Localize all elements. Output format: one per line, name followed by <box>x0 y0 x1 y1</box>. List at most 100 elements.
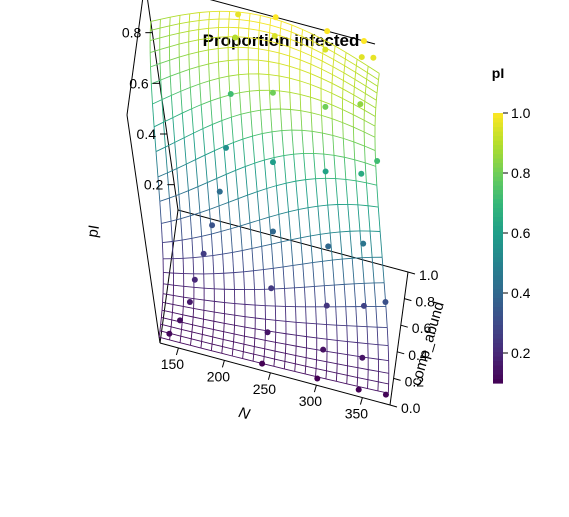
mesh-line <box>296 321 307 324</box>
mesh-line <box>218 205 222 232</box>
mesh-line <box>347 354 358 357</box>
mesh-line <box>295 179 306 182</box>
mesh-line <box>356 326 359 343</box>
mesh-line <box>210 100 213 125</box>
y-tick <box>393 377 401 381</box>
mesh-line <box>357 367 369 371</box>
mesh-line <box>371 257 375 284</box>
mesh-line <box>190 338 192 346</box>
mesh-line <box>296 345 307 349</box>
colorbar-block <box>493 117 503 123</box>
mesh-line <box>233 333 235 342</box>
mesh-line <box>163 271 174 274</box>
mesh-line <box>343 80 355 88</box>
mesh-line <box>355 180 367 184</box>
mesh-line <box>202 326 214 330</box>
mesh-line <box>228 198 239 203</box>
colorbar-block <box>493 374 503 380</box>
mesh-line <box>149 37 160 42</box>
mesh-line <box>189 12 200 15</box>
mesh-line <box>242 139 246 167</box>
mesh-line <box>275 185 280 215</box>
mesh-line <box>208 11 211 20</box>
colorbar-tick-label: 1.0 <box>511 105 531 121</box>
mesh-line <box>342 109 354 116</box>
mesh-line <box>170 72 180 77</box>
mesh-line <box>310 233 321 237</box>
mesh-line <box>321 132 325 155</box>
mesh-line <box>238 74 241 93</box>
mesh-line <box>306 357 317 361</box>
mesh-line <box>374 150 377 167</box>
mesh-line <box>183 137 187 165</box>
mesh-line <box>207 177 217 183</box>
mesh-line <box>279 35 291 40</box>
colorbar-block <box>493 180 503 186</box>
mesh-line <box>253 346 255 355</box>
mesh-line <box>169 32 180 36</box>
mesh-line <box>309 235 314 263</box>
mesh-line <box>305 373 316 377</box>
mesh-line <box>269 17 272 26</box>
data-point <box>200 250 207 257</box>
mesh-line <box>305 365 317 369</box>
mesh-line <box>232 348 244 353</box>
mesh-line <box>269 213 279 218</box>
mesh-line <box>303 153 307 180</box>
mesh-line <box>197 186 201 213</box>
colorbar-block <box>493 140 503 146</box>
mesh-line <box>213 329 224 333</box>
mesh-line <box>191 238 194 258</box>
mesh-line <box>189 65 200 70</box>
colorbar-block <box>493 315 503 321</box>
mesh-line <box>169 194 180 199</box>
mesh-line <box>260 110 263 134</box>
mesh-line <box>250 111 253 137</box>
mesh-line <box>223 331 235 335</box>
mesh-line <box>161 302 164 311</box>
mesh-line <box>208 48 219 51</box>
mesh-line <box>254 289 256 306</box>
mesh-line <box>353 141 356 160</box>
mesh-line <box>300 50 312 57</box>
mesh-line <box>316 337 328 340</box>
mesh-line <box>233 341 245 345</box>
mesh-line <box>357 204 361 231</box>
mesh-line <box>274 350 286 354</box>
mesh-line <box>305 178 316 181</box>
mesh-line <box>316 359 327 363</box>
mesh-line <box>159 197 170 202</box>
data-point <box>209 222 216 229</box>
mesh-line <box>332 134 344 139</box>
mesh-line <box>214 146 225 152</box>
mesh-line <box>238 19 240 28</box>
mesh-line <box>219 97 223 121</box>
mesh-line <box>344 156 355 161</box>
mesh-line <box>191 104 202 110</box>
mesh-line <box>319 234 323 262</box>
mesh-line <box>248 37 259 40</box>
x-tick-label: 300 <box>299 393 323 409</box>
mesh-line <box>242 135 253 140</box>
colorbar-title: pI <box>492 65 504 81</box>
x-axis-ticks: 150 200 250 300 350 <box>161 347 368 422</box>
mesh-line <box>248 13 251 21</box>
mesh-line <box>344 58 346 66</box>
mesh-line <box>178 190 189 195</box>
mesh-line <box>232 250 243 253</box>
mesh-line <box>178 57 181 73</box>
mesh-line <box>274 288 276 307</box>
mesh-line <box>200 100 211 106</box>
mesh-line <box>334 283 345 286</box>
mesh-line <box>271 130 282 133</box>
mesh-line <box>180 218 183 241</box>
mesh-line <box>307 205 318 209</box>
mesh-line <box>232 252 235 273</box>
mesh-line <box>239 90 250 94</box>
data-point <box>269 159 276 166</box>
mesh-line <box>347 341 358 344</box>
mesh-line <box>285 320 297 323</box>
mesh-line <box>178 194 182 219</box>
mesh-line <box>230 117 234 143</box>
mesh-line <box>310 48 313 56</box>
